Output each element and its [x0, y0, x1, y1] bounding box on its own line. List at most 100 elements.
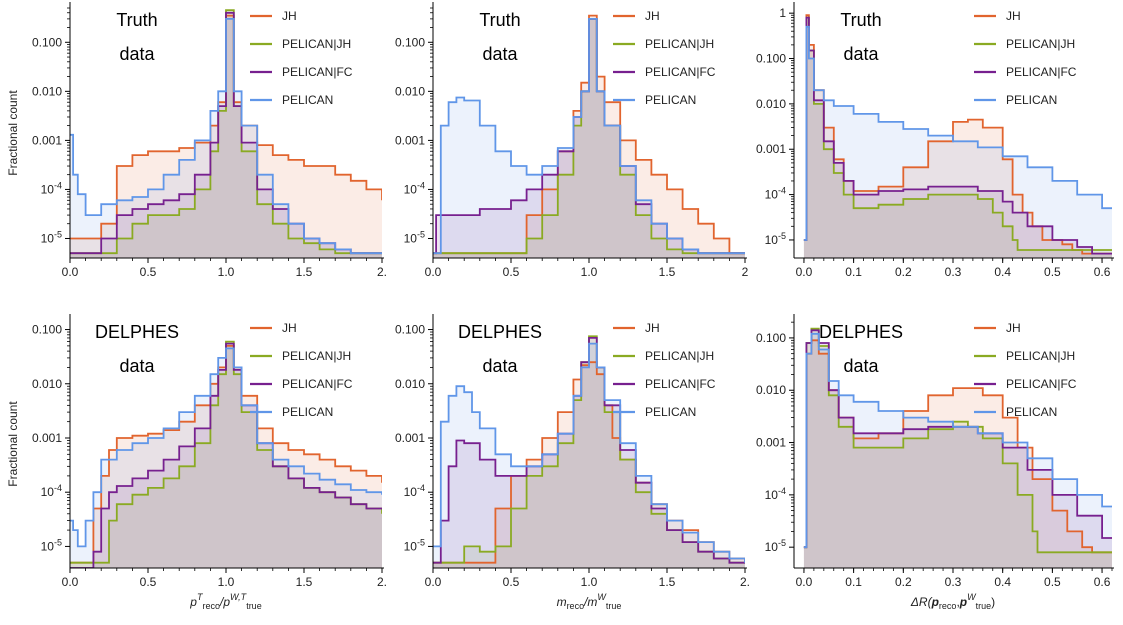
x-tick-label: 1.5 [659, 265, 676, 279]
x-tick-label: 1.0 [581, 265, 598, 279]
x-tick-label: 0.6 [1094, 575, 1111, 589]
panel-sublabel: data [119, 44, 155, 64]
x-tick-label: 1.0 [581, 575, 598, 589]
y-axis-title: Fractional count [6, 90, 20, 176]
y-tick-label: 10-4 [404, 483, 425, 499]
legend-label: PELICAN|FC [645, 65, 716, 79]
series-line-pelican-fc [803, 329, 1112, 549]
y-tick-label: 10-5 [765, 538, 786, 554]
legend-label: PELICAN|JH [282, 37, 351, 51]
x-tick-label: 2 [742, 265, 749, 279]
y-tick-label: 0.001 [395, 133, 425, 147]
plot-area [433, 14, 745, 258]
legend: JH PELICAN|JH PELICAN|FC PELICAN [250, 321, 353, 419]
x-tick-label: 0.6 [1094, 265, 1111, 279]
series-fill-jh [803, 340, 1112, 568]
legend-label: PELICAN|JH [1006, 349, 1075, 363]
series-line-pelican [433, 18, 745, 255]
y-tick-label: 10-5 [404, 229, 425, 245]
panel-label: DELPHES [458, 322, 542, 342]
chart-panel-3: 0.0 0.1 0.2 0.3 0.4 0.5 0.6 10-5 10-4 0.001 0.010 0… [756, 2, 1114, 279]
plot-area [70, 340, 382, 568]
y-tick-label: 10-5 [404, 537, 425, 553]
x-tick-label: 1.5 [659, 575, 676, 589]
y-tick-label: 0.001 [395, 431, 425, 445]
panel-label: DELPHES [95, 322, 179, 342]
series-fill-pelican-jh [70, 10, 382, 258]
y-tick-label: 10-4 [404, 180, 425, 196]
series-fill-pelican-jh [433, 18, 745, 258]
y-tick-label: 0.001 [756, 436, 786, 450]
legend-label: PELICAN [282, 405, 333, 419]
x-tick-label: 0.4 [994, 265, 1011, 279]
series-fill-pelican-jh [70, 341, 382, 568]
y-tick-label: 0.001 [32, 133, 62, 147]
series-fill-pelican-fc [70, 343, 382, 568]
legend-label: PELICAN|FC [282, 377, 353, 391]
series-line-pelican-fc [803, 16, 1112, 255]
y-tick-label: 0.100 [395, 323, 425, 337]
series-fill-pelican-fc [70, 12, 382, 258]
series-line-pelican [803, 25, 1112, 241]
legend: JH PELICAN|JH PELICAN|FC PELICAN [613, 321, 716, 419]
plot-area [803, 14, 1112, 258]
panel-label: DELPHES [819, 322, 903, 342]
legend-label: PELICAN|JH [282, 349, 351, 363]
y-tick-label: 0.010 [395, 377, 425, 391]
legend-label: PELICAN|FC [282, 65, 353, 79]
y-tick-label: 0.001 [32, 431, 62, 445]
legend-label: PELICAN|FC [645, 377, 716, 391]
x-tick-label: 0.5 [503, 575, 520, 589]
plot-area [70, 9, 382, 258]
x-tick-label: 0.1 [845, 265, 862, 279]
x-tick-label: 1.5 [296, 265, 313, 279]
x-tick-label: 0.5 [503, 265, 520, 279]
legend: JH PELICAN|JH PELICAN|FC PELICAN [974, 321, 1077, 419]
series-fill-pelican [70, 18, 382, 258]
x-tick-label: 0.2 [895, 575, 912, 589]
x-axis-title: mreco/mWtrue [557, 592, 622, 611]
panel-label: Truth [116, 10, 157, 30]
series-fill-pelican-fc [803, 330, 1112, 568]
legend-label: PELICAN [1006, 93, 1057, 107]
series-fill-jh [70, 345, 382, 568]
x-tick-label: 0.0 [62, 265, 79, 279]
legend-label: PELICAN [645, 93, 696, 107]
y-tick-label: 0.010 [756, 383, 786, 397]
chart-panel-5: 0.0 0.5 1.0 1.5 2. 10-5 10-4 0.001 0.010 0.100 mre… [395, 314, 750, 611]
series-line-pelican [433, 342, 745, 563]
legend: JH PELICAN|JH PELICAN|FC PELICAN [250, 9, 353, 107]
x-axis-title: pTreco/pW,Ttrue [189, 592, 261, 611]
panel-sublabel: data [482, 44, 518, 64]
series-line-pelican [803, 332, 1112, 549]
panel-sublabel: data [119, 356, 155, 376]
series-fill-pelican-fc [803, 17, 1112, 258]
legend-label: PELICAN [1006, 405, 1057, 419]
x-tick-label: 0.0 [62, 575, 79, 589]
y-tick-label: 10-4 [41, 483, 62, 499]
legend-label: JH [1006, 321, 1021, 335]
y-tick-label: 10-4 [765, 486, 786, 502]
series-line-pelican-fc [433, 337, 745, 564]
panel-sublabel: data [482, 356, 518, 376]
x-tick-label: 0.0 [425, 575, 442, 589]
series-fill-pelican [70, 348, 382, 568]
x-tick-label: 1.0 [218, 265, 235, 279]
y-tick-label: 10-5 [41, 229, 62, 245]
y-tick-label: 10-5 [765, 231, 786, 247]
panel-sublabel: data [843, 356, 879, 376]
legend-label: JH [282, 321, 297, 335]
y-tick-label: 0.100 [756, 52, 786, 66]
plot-area [803, 327, 1112, 568]
y-tick-label: 1 [779, 6, 786, 20]
y-tick-label: 0.100 [395, 35, 425, 49]
y-tick-label: 10-4 [765, 186, 786, 202]
legend-label: PELICAN|FC [1006, 65, 1077, 79]
x-tick-label: 2. [377, 575, 387, 589]
x-tick-label: 1.5 [296, 575, 313, 589]
chart-panel-1: 0.0 0.5 1.0 1.5 2. 10-5 10-4 0.001 0.010 0.100 Fra… [6, 2, 387, 279]
panel-sublabel: data [843, 44, 879, 64]
y-tick-label: 0.010 [32, 377, 62, 391]
y-tick-label: 0.100 [32, 35, 62, 49]
legend-label: PELICAN|JH [1006, 37, 1075, 51]
